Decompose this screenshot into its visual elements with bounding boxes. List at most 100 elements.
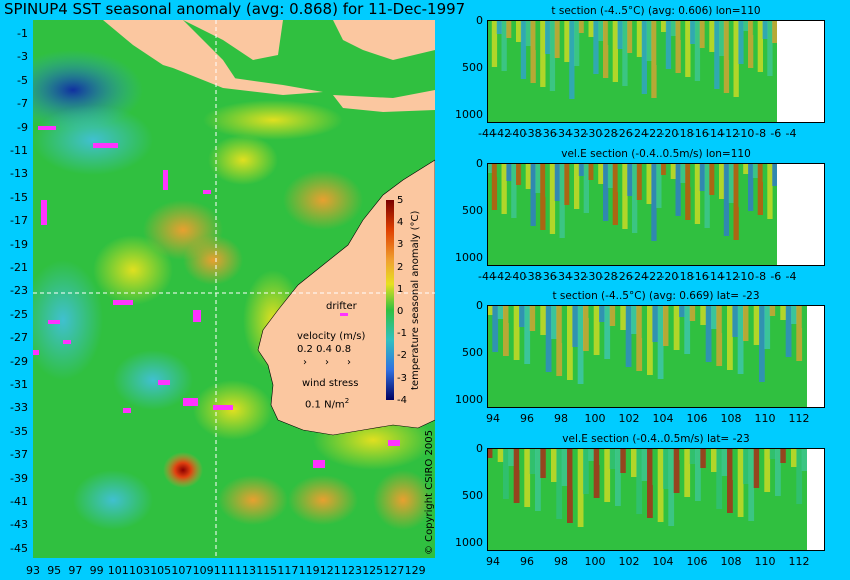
lat-tick-label: -1 xyxy=(17,27,28,40)
lat-tick-label: -27 xyxy=(10,331,28,345)
panel-x-tick: -40 xyxy=(508,270,527,283)
lat-tick-label: -19 xyxy=(10,237,28,251)
panel-x-tick: -14 xyxy=(706,270,724,283)
lat-tick-label: -45 xyxy=(10,541,28,555)
panel-x-tick: -38 xyxy=(523,127,542,140)
lat-tick-label: -13 xyxy=(10,167,28,181)
colorbar-tick-label: 4 xyxy=(397,217,404,229)
copyright: © Copyright CSIRO 2005 xyxy=(424,430,435,555)
colorbar-tick-label: -4 xyxy=(397,394,407,406)
panel-x-tick: -30 xyxy=(584,270,603,283)
panel-depth-tick: 1000 xyxy=(455,108,483,121)
lon-tick-label: 93 xyxy=(26,564,40,577)
lon-tick-label: 119 xyxy=(298,564,320,577)
panel-x-tick: -12 xyxy=(721,270,740,283)
lon-tick-label: 121 xyxy=(319,564,341,577)
panel-depth-tick: 0 xyxy=(476,14,483,27)
lat-tick-label: -9 xyxy=(17,120,28,134)
lon-tick-label: 115 xyxy=(256,564,278,577)
lon-tick-label: 105 xyxy=(150,564,172,577)
lon-tick-label: 101 xyxy=(107,564,129,577)
lat-tick-label: -37 xyxy=(10,448,28,462)
drifter-markers xyxy=(33,126,400,468)
legend-velocity-values: 0.2 0.4 0.8 xyxy=(297,344,352,355)
lat-tick-label: -39 xyxy=(10,471,28,485)
panel-x-tick: -44 xyxy=(478,127,496,140)
panel-x-tick: -24 xyxy=(630,270,648,283)
panel-x-tick: -42 xyxy=(493,270,512,283)
panel-x-tick: 98 xyxy=(554,555,568,568)
panel-x-tick: 108 xyxy=(720,555,742,568)
panel-depth-tick: 0 xyxy=(476,299,483,312)
panel-depth-tick: 0 xyxy=(476,157,483,170)
panel-x-tick: 102 xyxy=(618,412,640,425)
panel-x-tick: 106 xyxy=(686,555,708,568)
panel-x-tick: 94 xyxy=(486,412,500,425)
panel-x-tick: -8 xyxy=(755,270,767,283)
panel-x-tick: 110 xyxy=(754,412,776,425)
panel-x-tick: -34 xyxy=(554,270,572,283)
lat-tick-label: -21 xyxy=(10,261,28,274)
lat-tick-label: -31 xyxy=(10,378,28,391)
colorbar-tick-label: 5 xyxy=(397,195,404,206)
panel-x-tick: -18 xyxy=(675,270,694,283)
sst-map[interactable] xyxy=(33,20,435,558)
colorbar xyxy=(386,200,394,400)
land-borneo xyxy=(183,20,283,60)
colorbar-tick-label: -1 xyxy=(397,328,407,340)
colorbar-tick-label: -3 xyxy=(397,372,407,384)
lon-tick-label: 117 xyxy=(277,564,299,577)
legend-drifter: drifter xyxy=(326,301,357,312)
colorbar-tick-label: 3 xyxy=(397,239,404,251)
land-nusa-tenggara xyxy=(333,90,435,112)
panel-x-tick: -4 xyxy=(785,270,797,283)
lon-tick-label: 113 xyxy=(235,564,256,577)
panel-x-tick: -44 xyxy=(478,270,496,283)
panel-x-tick: -30 xyxy=(584,127,603,140)
legend-wind-title: wind stress xyxy=(302,378,359,389)
panel-x-tick: 104 xyxy=(652,412,674,425)
panel-x-tick: -28 xyxy=(599,270,618,283)
panel-x-tick: -32 xyxy=(569,127,588,140)
panel-x-tick: -32 xyxy=(569,270,588,283)
panel-x-tick: 102 xyxy=(618,555,640,568)
legend-drifter-swatch xyxy=(340,313,348,316)
panel-x-tick: 108 xyxy=(720,412,742,425)
lat-tick-label: -5 xyxy=(17,73,28,87)
panel-x-tick: -14 xyxy=(706,127,724,140)
land-sumatra xyxy=(103,20,243,90)
lat-tick-label: -11 xyxy=(10,144,28,157)
panel-x-tick: -6 xyxy=(770,270,782,283)
colorbar-tick-label: 0 xyxy=(397,306,404,317)
section-plot xyxy=(487,448,825,551)
panel-depth-tick: 1000 xyxy=(455,536,483,549)
lon-tick-label: 95 xyxy=(47,564,62,577)
panel-x-tick: -42 xyxy=(493,127,512,140)
panel-x-tick: -12 xyxy=(721,127,740,140)
lat-tick-label: -35 xyxy=(10,424,28,438)
panel-depth-tick: 0 xyxy=(476,442,483,455)
panel-x-tick: -20 xyxy=(660,127,679,140)
panel-title: vel.E section (-0.4..0.5m/s) lat= -23 xyxy=(562,433,750,445)
legend-wind-value: 0.1 N/m2 xyxy=(305,397,350,411)
panel-x-tick: -22 xyxy=(645,270,664,283)
panel-x-tick: -36 xyxy=(538,127,557,140)
lat-tick-label: -33 xyxy=(10,401,28,415)
panel-x-tick: 106 xyxy=(686,412,708,425)
lat-tick-label: -15 xyxy=(10,190,28,204)
colorbar-tick-label: 2 xyxy=(397,261,404,273)
panel-depth-tick: 1000 xyxy=(455,393,483,406)
panel-x-tick: 100 xyxy=(584,555,606,568)
lon-tick-label: 129 xyxy=(404,564,426,577)
land-java xyxy=(173,68,323,95)
panel-x-tick: -26 xyxy=(614,270,633,283)
panel-x-tick: 96 xyxy=(520,412,534,425)
panel-title: t section (-4..5°C) (avg: 0.669) lat= -2… xyxy=(552,290,760,302)
colorbar-tick-label: -2 xyxy=(397,350,407,362)
section-plot xyxy=(487,20,825,123)
lon-tick-label: 103 xyxy=(129,564,150,577)
panel-x-tick: -38 xyxy=(523,270,542,283)
panel-x-tick: 112 xyxy=(788,555,810,568)
lon-tick-label: 125 xyxy=(362,564,384,577)
panel-x-tick: -26 xyxy=(614,127,633,140)
